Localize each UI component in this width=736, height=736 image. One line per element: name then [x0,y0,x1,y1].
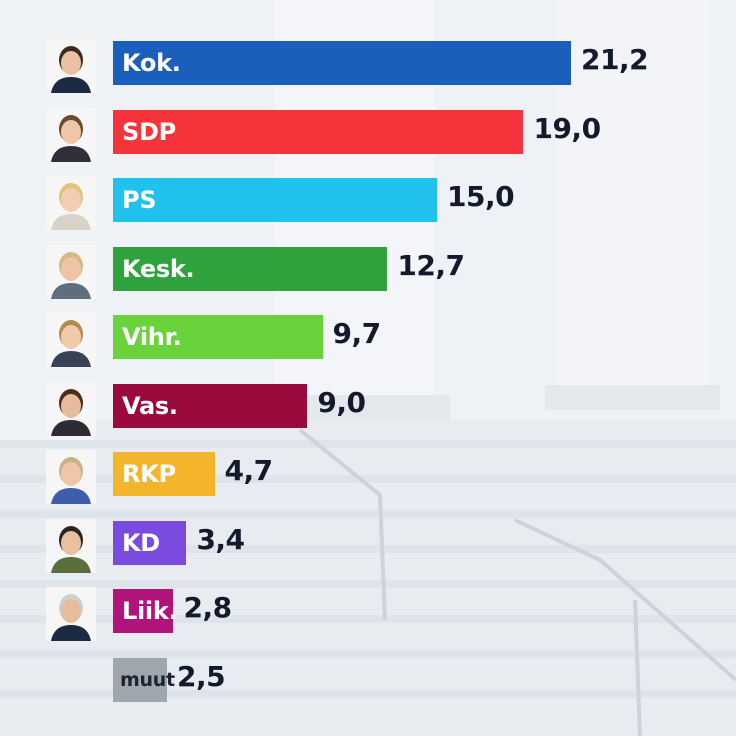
bar-row: KD 3,4 [0,518,736,573]
bar-label: muut [120,668,175,691]
bar-sdp: SDP [113,109,524,154]
portrait-icon [46,176,96,230]
portrait-icon [46,107,96,162]
bar-kok: Kok. [113,41,571,85]
bar-row: Vas. 9,0 [0,381,736,436]
bar-row: Kok. 21,2 [0,39,736,93]
bar-label: KD [122,528,160,557]
bar-row: SDP 19,0 [0,107,736,162]
value-label: 19,0 [533,111,601,145]
bar-kesk: Kesk. [113,246,388,291]
bar-label: Vihr. [122,323,182,351]
bar-vas: Vas. [113,383,308,428]
portrait-icon [46,518,96,573]
bar-ps: PS [113,178,438,222]
value-label: 21,2 [581,43,649,76]
bar-row: RKP 4,7 [0,450,736,504]
portrait-icon [46,244,96,299]
bar-vihr: Vihr. [113,315,323,359]
bar-rkp: RKP [113,452,215,496]
bar-kd: KD [113,520,187,565]
bar-label: Kok. [122,49,181,77]
value-label: 4,7 [224,454,274,487]
portrait-icon [46,587,96,641]
value-label: 2,8 [183,591,232,624]
value-label: 9,0 [317,385,366,419]
bar-row: PS 15,0 [0,176,736,230]
value-label: 15,0 [447,180,515,213]
bar-row: Liik. 2,8 [0,587,736,641]
value-label: 9,7 [332,317,382,350]
portrait-icon [46,313,96,367]
bar-row: Kesk. 12,7 [0,244,736,299]
portrait-icon [46,381,96,436]
portrait-icon [46,39,96,93]
bar-label: Vas. [122,391,178,420]
value-label: 3,4 [196,522,245,556]
portrait-icon [46,450,96,504]
bar-label: RKP [122,460,176,488]
value-label: 2,5 [177,659,226,693]
value-label: 12,7 [397,248,465,282]
bar-label: Kesk. [122,254,195,283]
bar-row: muut 2,5 [0,657,736,706]
bar-label: Liik. [122,597,178,625]
bar-row: Vihr. 9,7 [0,313,736,367]
bar-muut: muut [113,657,175,702]
bar-label: SDP [122,117,176,146]
bar-label: PS [122,186,157,214]
bar-liik: Liik. [113,589,178,633]
